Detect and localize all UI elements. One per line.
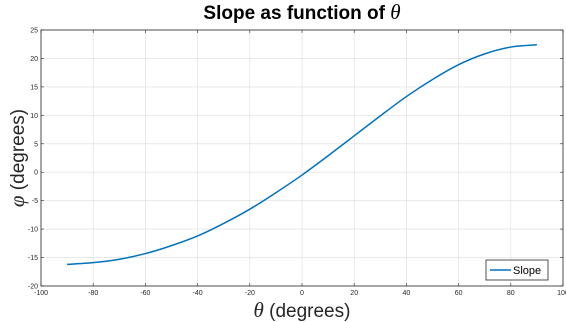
y-tick-label: -20 xyxy=(28,284,38,291)
y-tick-label: -5 xyxy=(32,198,38,205)
series-layer xyxy=(67,44,537,266)
y-tick-label: 5 xyxy=(34,141,38,148)
y-tick-label: 25 xyxy=(30,28,38,35)
x-tick-label: 20 xyxy=(350,290,358,297)
legend: Slope xyxy=(485,259,549,281)
x-tick-label: -20 xyxy=(245,290,255,297)
chart-title: Slope as function of θ xyxy=(203,0,400,24)
y-tick-label: 10 xyxy=(30,113,38,120)
x-axis-label: θ (degrees) xyxy=(254,298,351,322)
x-tick-label: 40 xyxy=(403,290,411,297)
series-line-slope xyxy=(67,44,537,266)
legend-box xyxy=(485,259,549,281)
y-tick-label: 0 xyxy=(34,170,38,177)
y-tick-label: -10 xyxy=(28,227,38,234)
x-tick-label: -40 xyxy=(193,290,203,297)
y-tick-label: 15 xyxy=(30,84,38,91)
x-tick-label: -60 xyxy=(140,290,150,297)
x-tick-label: -100 xyxy=(34,290,48,297)
x-tick-label: 100 xyxy=(557,290,566,297)
x-tick-label: -80 xyxy=(88,290,98,297)
y-tick-label: -15 xyxy=(28,255,38,262)
axis-ticks: -100 -80 -60 -40 -20 0 20 40 60 80 100 -20 -15 -10 -5 0… xyxy=(28,28,566,298)
y-axis-label: φ (degrees) xyxy=(5,109,29,207)
x-tick-label: 60 xyxy=(455,290,463,297)
x-tick-label: 80 xyxy=(507,290,515,297)
legend-entry-slope: Slope xyxy=(513,265,541,277)
y-tick-label: 20 xyxy=(30,56,38,63)
x-tick-label: 0 xyxy=(300,290,304,297)
